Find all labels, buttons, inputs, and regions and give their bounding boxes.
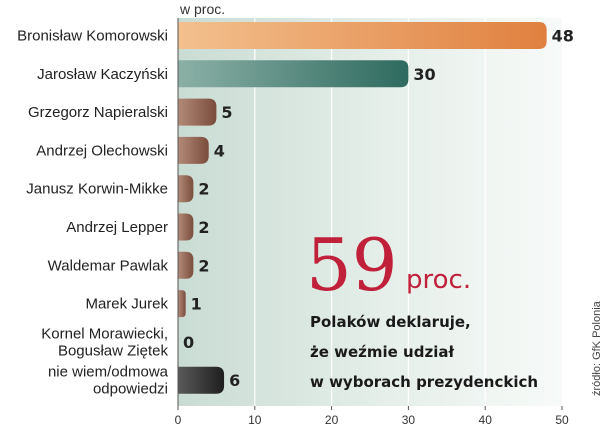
category-label-line: Jarosław Kaczyński <box>37 66 168 83</box>
category-label-line: Janusz Korwin-Mikke <box>26 181 168 198</box>
value-label: 4 <box>214 141 225 160</box>
bar <box>178 98 217 126</box>
category-label-line: Kornel Morawiecki, <box>41 325 168 342</box>
value-label: 1 <box>191 295 202 314</box>
category-label-line: Bogusław Ziętek <box>58 342 169 359</box>
big-number-unit: proc. <box>406 265 471 295</box>
category-label: Janusz Korwin-Mikke <box>26 181 168 198</box>
bars <box>178 22 547 394</box>
category-label-line: Andrzej Lepper <box>66 219 168 236</box>
x-axis: 0 10 20 30 40 50 <box>175 18 569 427</box>
category-label: Marek Jurek <box>85 296 168 313</box>
x-tick-label: 40 <box>479 413 493 427</box>
category-label-line: Marek Jurek <box>85 296 168 313</box>
category-label: Andrzej Lepper <box>66 219 168 236</box>
note-line-1: Polaków deklaruje, <box>310 313 471 331</box>
value-label: 6 <box>229 371 240 390</box>
bar <box>178 175 194 203</box>
category-label: nie wiem/odmowa odpowiedzi <box>48 364 169 398</box>
x-tick-label: 30 <box>402 413 416 427</box>
category-label-line: Waldemar Pawlak <box>48 257 169 274</box>
x-tick-label: 10 <box>248 413 262 427</box>
category-label-line: odpowiedzi <box>93 381 168 398</box>
category-label-line: Bronisław Komorowski <box>17 28 168 45</box>
category-label-line: Andrzej Olechowski <box>36 142 168 159</box>
category-label: Kornel Morawiecki, Bogusław Ziętek <box>41 325 168 359</box>
value-label: 30 <box>413 65 435 84</box>
category-label-line: Grzegorz Napieralski <box>28 104 168 121</box>
category-label-line: nie wiem/odmowa <box>48 364 169 381</box>
unit-label: w proc. <box>179 1 225 17</box>
bar <box>178 22 547 49</box>
value-label: 2 <box>198 218 209 237</box>
value-label: 5 <box>221 103 232 122</box>
value-label: 0 <box>183 333 194 352</box>
x-tick-label: 50 <box>555 413 569 427</box>
note-line-3: w wyborach prezydenckich <box>310 373 538 391</box>
bar <box>178 136 209 164</box>
value-labels: 48 30 5 4 2 2 2 1 0 6 <box>183 27 574 391</box>
category-label: Andrzej Olechowski <box>36 142 168 159</box>
value-label: 2 <box>198 256 209 275</box>
bar <box>178 60 409 88</box>
value-label: 48 <box>552 27 574 46</box>
x-tick-label: 0 <box>175 413 182 427</box>
category-labels: Bronisław Komorowski Jarosław Kaczyński Gr… <box>17 28 169 398</box>
big-number: 59 <box>306 223 398 307</box>
bar <box>178 290 186 318</box>
note-line-2: że weźmie udział <box>310 343 454 361</box>
category-label: Waldemar Pawlak <box>48 257 169 274</box>
source-label: źródło: GfK Polonia <box>591 300 603 396</box>
value-label: 2 <box>198 180 209 199</box>
category-label: Bronisław Komorowski <box>17 28 168 45</box>
category-label: Jarosław Kaczyński <box>37 66 168 83</box>
bar <box>178 251 194 279</box>
bar <box>178 366 225 394</box>
x-tick-label: 20 <box>325 413 339 427</box>
category-label: Grzegorz Napieralski <box>28 104 168 121</box>
bar <box>178 213 194 241</box>
